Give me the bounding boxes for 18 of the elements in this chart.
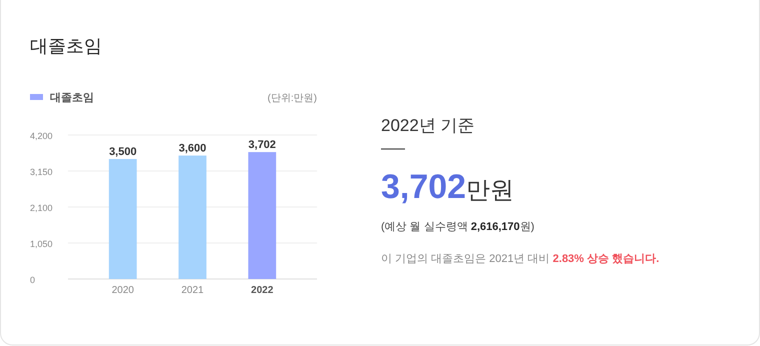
- x-tick-label: 2022: [251, 285, 274, 296]
- data-label: 3,600: [178, 142, 206, 155]
- x-tick-label: 2021: [181, 285, 204, 296]
- chart-title: 대졸초임: [30, 36, 102, 56]
- text: (예상 월 실수령액 2,616,170원): [381, 221, 534, 233]
- text: 이 기업의 대졸초임은 2021년 대비 2.83% 상승 했습니다.: [381, 253, 660, 265]
- text: 3,702만원: [381, 168, 514, 206]
- data-label: 3,500: [109, 146, 137, 158]
- y-tick-label: 1,050: [30, 239, 53, 249]
- y-tick-label: 2,100: [30, 203, 53, 213]
- x-tick-label: 2020: [112, 285, 134, 296]
- data-label: 3,702: [248, 139, 276, 152]
- y-tick-label: 0: [30, 275, 36, 285]
- text: 2022년 기준: [381, 116, 475, 135]
- legend-label: 대졸초임: [50, 92, 94, 104]
- y-axis-title: (단위:만원): [268, 93, 317, 104]
- y-tick-label: 3,150: [30, 167, 53, 177]
- y-tick-label: 4,200: [30, 131, 53, 141]
